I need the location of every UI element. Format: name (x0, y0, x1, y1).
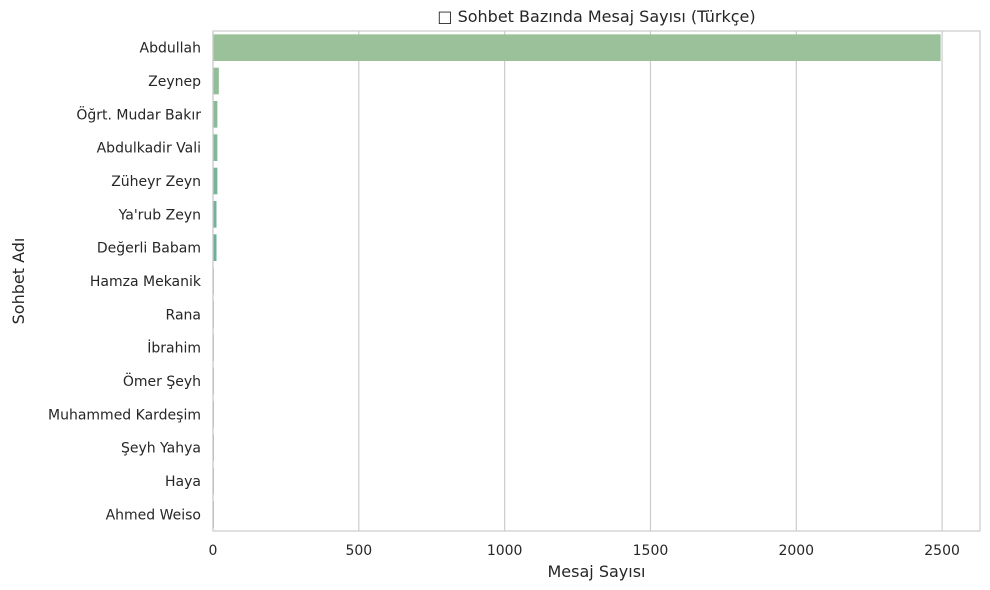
y-tick-label: Öğrt. Mudar Bakır (76, 105, 201, 123)
y-tick-label: Abdullah (140, 41, 201, 57)
x-tick-label: 1000 (487, 543, 523, 559)
x-tick-labels: 0 500 1000 1500 2000 2500 (209, 543, 960, 559)
grid-lines (212, 31, 943, 531)
bar (213, 34, 941, 61)
bar (213, 234, 217, 261)
bar (213, 134, 218, 161)
bar (213, 167, 218, 195)
x-tick-label: 1500 (633, 543, 669, 559)
y-tick-label: Ya'rub Zeyn (118, 207, 201, 223)
plot-border (212, 30, 981, 532)
y-tick-label: Abdulkadir Vali (97, 141, 201, 157)
bar (213, 67, 219, 95)
x-tick-label: 500 (345, 543, 372, 559)
x-tick-label: 2500 (924, 543, 960, 559)
y-tick-label: Zeynep (148, 74, 201, 90)
y-tick-label: Şeyh Yahya (121, 441, 201, 457)
y-tick-label: Haya (165, 474, 201, 490)
chart-title: □ Sohbet Bazında Mesaj Sayısı (Türkçe) (437, 7, 755, 26)
y-tick-label: İbrahim (147, 339, 201, 357)
bar (213, 201, 217, 228)
y-tick-label: Muhammed Kardeşim (48, 407, 201, 423)
x-tick-label: 0 (209, 543, 218, 559)
y-tick-label: Rana (166, 307, 201, 323)
y-axis-title: Sohbet Adı (9, 238, 28, 325)
y-tick-label: Ahmed Weiso (106, 507, 201, 523)
bar (213, 101, 218, 128)
y-tick-label: Ömer Şeyh (123, 372, 201, 390)
x-axis-title: Mesaj Sayısı (548, 562, 646, 581)
y-tick-label: Hamza Mekanik (90, 274, 202, 290)
x-tick-label: 2000 (778, 543, 814, 559)
y-tick-label: Değerli Babam (97, 241, 201, 257)
bars (213, 34, 941, 528)
y-tick-label: Züheyr Zeyn (111, 174, 201, 190)
plot-frame (212, 30, 981, 532)
y-tick-labels: Abdullah Zeynep Öğrt. Mudar Bakır Abdulkadi… (48, 41, 202, 524)
